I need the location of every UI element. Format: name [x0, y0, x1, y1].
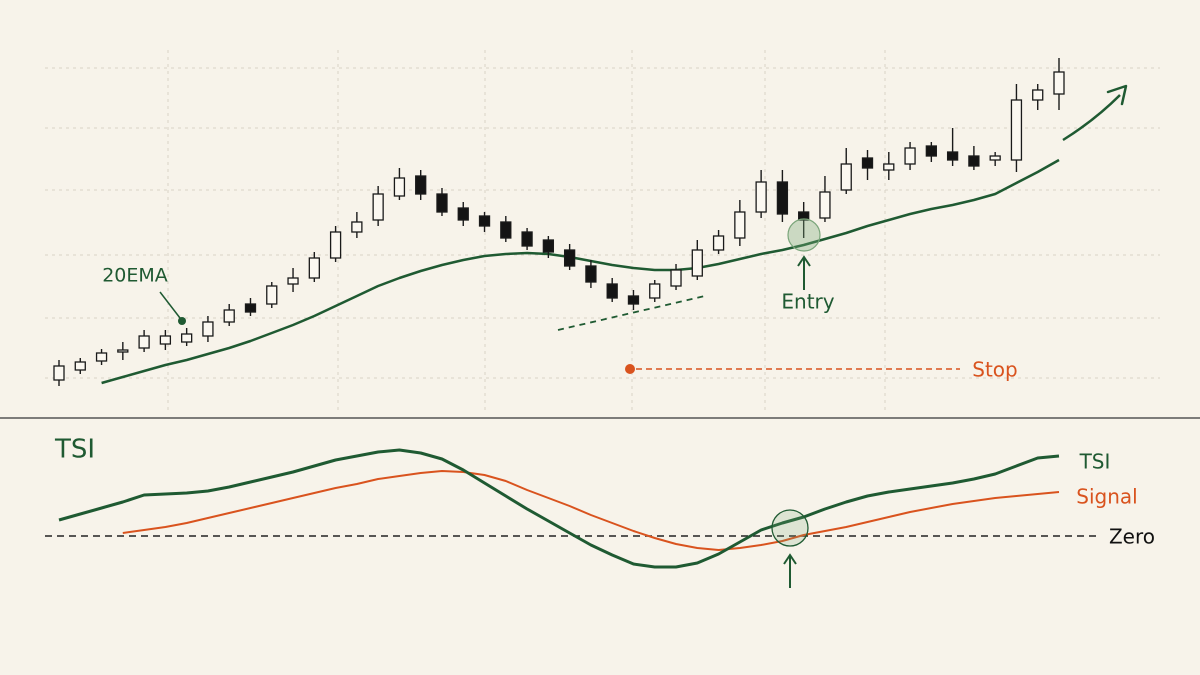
stop-dot	[625, 364, 635, 374]
candle-body	[500, 221, 512, 239]
candle-body	[776, 181, 789, 215]
candle-body	[393, 177, 406, 197]
candle-body	[308, 257, 320, 279]
candle-body	[1010, 99, 1023, 161]
cross-arrow-head	[783, 553, 797, 565]
support-trendline	[557, 295, 706, 331]
zero-label: Zero	[1109, 525, 1155, 549]
candle-body	[478, 215, 491, 227]
candle-body	[798, 211, 810, 221]
candle-body	[712, 235, 725, 251]
candle-body	[53, 365, 65, 381]
legend-signal: Signal	[1076, 485, 1137, 509]
candle-body	[734, 211, 746, 239]
candle-body	[159, 335, 172, 345]
ema-line	[101, 158, 1060, 385]
candle-body	[287, 277, 299, 285]
entry-arrow-head	[797, 255, 811, 267]
candle-body	[883, 163, 895, 171]
stop-label: Stop	[972, 358, 1017, 382]
candle-body	[925, 145, 937, 157]
candle-body	[351, 221, 363, 233]
candle-body	[1032, 89, 1044, 101]
candle-body	[74, 361, 86, 371]
legend-tsi: TSI	[1079, 450, 1111, 474]
candle-body	[457, 207, 469, 221]
candle-body	[202, 321, 214, 337]
candle-body	[989, 155, 1001, 161]
candle-body	[542, 239, 555, 253]
entry-label: Entry	[781, 290, 834, 314]
candle-body	[1053, 71, 1065, 95]
ema-leader	[159, 291, 181, 319]
indicator-line	[58, 448, 1060, 569]
candle-body	[117, 349, 129, 353]
candle-body	[968, 155, 980, 167]
candle-body	[691, 249, 703, 277]
trend-arrow-head	[1106, 84, 1128, 106]
candle-body	[861, 157, 874, 169]
candle-body	[563, 249, 576, 267]
candle-body	[95, 352, 108, 362]
trend-arrow	[1062, 94, 1121, 142]
candle-body	[606, 283, 618, 299]
candle-body	[415, 175, 427, 195]
ema-label: 20EMA	[102, 265, 168, 287]
candle-body	[372, 193, 384, 221]
candle-body	[819, 191, 831, 219]
candle-body	[670, 269, 682, 287]
candle-body	[329, 231, 342, 259]
candle-body	[436, 193, 448, 213]
candle-body	[138, 335, 150, 349]
panel-title: TSI	[54, 435, 95, 465]
candle-body	[244, 303, 257, 313]
candle-body	[521, 231, 533, 247]
candle-body	[266, 285, 278, 305]
ema-label-dot	[178, 317, 186, 325]
candle-body	[946, 151, 959, 161]
candle-body	[627, 295, 640, 305]
candle-body	[840, 163, 852, 191]
candle-body	[649, 283, 661, 299]
candle-body	[181, 333, 193, 343]
indicator-line	[122, 470, 1060, 551]
candle-body	[585, 265, 597, 283]
candle-body	[755, 181, 767, 213]
entry-highlight	[787, 218, 821, 252]
cross-highlight	[771, 509, 809, 547]
candle-body	[904, 147, 916, 165]
candle-body	[223, 309, 235, 323]
